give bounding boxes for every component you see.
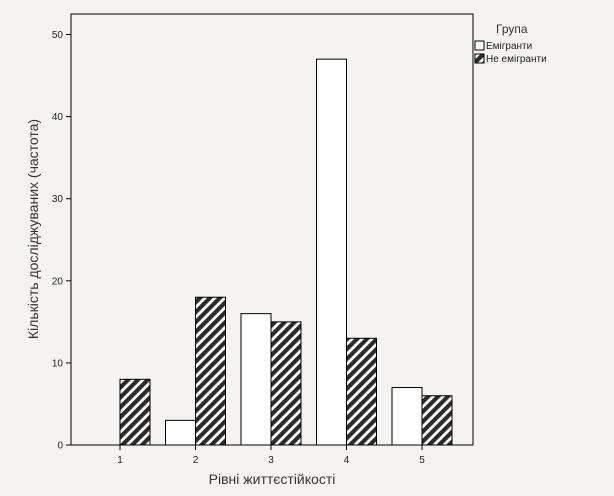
- y-axis: 0 10 20 30 40 50: [52, 30, 71, 452]
- bar-non-emigrants-3: [270, 321, 302, 446]
- bar-emigrants-3: [240, 313, 272, 446]
- x-tick-label-3: 3: [268, 455, 274, 466]
- bar-non-emigrants-4: [346, 337, 377, 446]
- bar-non-emigrants-5: [421, 395, 453, 446]
- y-tick-label-0: 0: [57, 441, 63, 452]
- y-tick-label-20: 20: [52, 276, 64, 287]
- x-tick-label-4: 4: [344, 455, 350, 466]
- x-axis: 1 2 3 4 5: [117, 445, 425, 466]
- legend-swatch-non-emigrants: [474, 53, 485, 64]
- bar-non-emigrants-2: [195, 296, 226, 446]
- y-tick-label-30: 30: [52, 194, 64, 205]
- bars-layer: [119, 58, 453, 446]
- legend: Група Емігранти Не емігранти: [474, 22, 547, 65]
- legend-label-non-emigrants: Не емігранти: [486, 54, 547, 65]
- y-axis-title: Кількість досліджуваних (частота): [25, 119, 41, 339]
- bar-non-emigrants-1: [119, 378, 151, 446]
- x-axis-title: Рівні життєстійкості: [209, 471, 336, 487]
- legend-swatch-emigrants: [474, 40, 485, 51]
- bar-emigrants-2: [165, 419, 196, 446]
- x-tick-label-2: 2: [193, 455, 199, 466]
- x-tick-label-5: 5: [419, 455, 425, 466]
- legend-label-emigrants: Емігранти: [486, 41, 532, 52]
- x-tick-label-1: 1: [117, 455, 123, 466]
- legend-title: Група: [496, 22, 528, 36]
- bar-emigrants-5: [391, 387, 423, 446]
- y-tick-label-10: 10: [52, 358, 64, 369]
- bar-emigrants-4: [316, 58, 347, 446]
- y-tick-label-40: 40: [52, 112, 64, 123]
- y-tick-label-50: 50: [52, 30, 64, 41]
